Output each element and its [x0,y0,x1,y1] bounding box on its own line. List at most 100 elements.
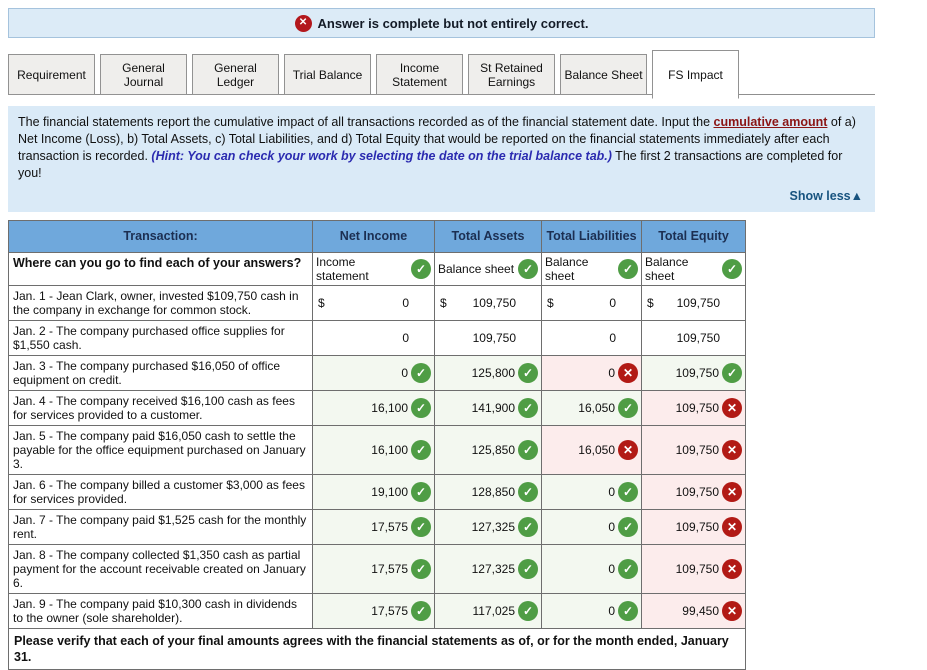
answer-source-label: Balance sheet [645,255,689,283]
check-icon: ✓ [618,398,638,418]
tab-requirement[interactable]: Requirement [8,54,95,95]
value-cell[interactable]: 127,325 ✓ [434,544,542,594]
tab-trial-balance[interactable]: Trial Balance [284,54,371,95]
icon-spacer [410,293,431,313]
status-banner: ✕ Answer is complete but not entirely co… [8,8,875,38]
transaction-cell: Jan. 7 - The company paid $1,525 cash fo… [8,509,313,545]
tab-balance-sheet[interactable]: Balance Sheet [560,54,647,95]
value-cell[interactable]: 109,750 [434,320,542,356]
answer-source-cell: Balance sheet ✓ [641,252,746,286]
check-icon: ✓ [518,398,538,418]
check-icon: ✓ [518,559,538,579]
table-row: Jan. 5 - The company paid $16,050 cash t… [8,425,746,475]
value-cell[interactable]: 0 ✕ [541,355,642,391]
tab-st-retained-earnings[interactable]: St Retained Earnings [468,54,555,95]
check-icon: ✓ [411,259,431,279]
x-icon: ✕ [722,398,742,418]
amount-value: 17,575 [371,562,408,576]
tab-bar: Requirement General Journal General Ledger… [8,50,875,99]
check-icon: ✓ [411,559,431,579]
answer-source-cell: Balance sheet ✓ [434,252,542,286]
check-icon: ✓ [411,601,431,621]
table-row: Jan. 9 - The company paid $10,300 cash i… [8,593,746,629]
answers-row: Where can you go to find each of your an… [8,252,746,286]
header-total-equity: Total Equity [641,220,746,253]
value-cell[interactable]: 0 ✓ [541,474,642,510]
icon-spacer [410,328,431,348]
check-icon: ✓ [518,601,538,621]
check-icon: ✓ [722,259,742,279]
value-cell[interactable]: 109,750 ✓ [641,355,746,391]
value-cell[interactable]: 16,050 ✕ [541,425,642,475]
table-row: Jan. 1 - Jean Clark, owner, invested $10… [8,285,746,321]
icon-spacer [617,328,638,348]
transaction-cell: Jan. 2 - The company purchased office su… [8,320,313,356]
tab-fs-impact[interactable]: FS Impact [652,50,739,99]
cumulative-amount-link[interactable]: cumulative amount [713,115,828,129]
amount-value: 0 [608,562,615,576]
check-icon: ✓ [518,259,538,279]
dollar-sign: $ [318,296,325,310]
value-cell[interactable]: 109,750 ✕ [641,509,746,545]
value-cell[interactable]: 0 ✓ [541,509,642,545]
value-cell[interactable]: 128,850 ✓ [434,474,542,510]
instruction-hint: (Hint: You can check your work by select… [151,149,612,163]
value-cell[interactable]: 16,050 ✓ [541,390,642,426]
value-cell[interactable]: 109,750 ✕ [641,390,746,426]
value-cell[interactable]: 99,450 ✕ [641,593,746,629]
value-cell[interactable]: 109,750 ✕ [641,544,746,594]
value-cell[interactable]: 141,900 ✓ [434,390,542,426]
tab-income-statement[interactable]: Income Statement [376,54,463,95]
value-cell[interactable]: $0 [312,285,435,321]
value-cell[interactable]: 109,750 ✕ [641,425,746,475]
value-cell[interactable]: $0 [541,285,642,321]
icon-spacer [721,328,742,348]
value-cell[interactable]: 127,325 ✓ [434,509,542,545]
tab-general-ledger[interactable]: General Ledger [192,54,279,95]
check-icon: ✓ [518,482,538,502]
show-less-link[interactable]: Show less▲ [789,189,863,203]
value-cell[interactable]: 109,750 [641,320,746,356]
value-cell[interactable]: 0 [312,320,435,356]
check-icon: ✓ [618,601,638,621]
table-row: Jan. 7 - The company paid $1,525 cash fo… [8,509,746,545]
value-cell[interactable]: 17,575 ✓ [312,544,435,594]
value-cell[interactable]: 17,575 ✓ [312,509,435,545]
value-cell[interactable]: 0 ✓ [541,593,642,629]
answer-source-cell: Balance sheet ✓ [541,252,642,286]
amount-value: 16,050 [578,443,615,457]
amount-value: 109,750 [472,296,516,310]
table-row: Jan. 2 - The company purchased office su… [8,320,746,356]
value-cell[interactable]: 17,575 ✓ [312,593,435,629]
value-cell[interactable]: 109,750 ✕ [641,474,746,510]
icon-spacer [617,293,638,313]
value-cell[interactable]: 19,100 ✓ [312,474,435,510]
value-cell[interactable]: 0 ✓ [312,355,435,391]
icon-spacer [721,293,742,313]
icon-spacer [517,328,538,348]
value-cell[interactable]: 125,850 ✓ [434,425,542,475]
check-icon: ✓ [411,440,431,460]
check-icon: ✓ [618,559,638,579]
value-cell[interactable]: $109,750 [641,285,746,321]
value-cell[interactable]: $109,750 [434,285,542,321]
triangle-up-icon: ▲ [850,189,863,203]
value-cell[interactable]: 0 [541,320,642,356]
value-cell[interactable]: 16,100 ✓ [312,390,435,426]
transaction-cell: Jan. 1 - Jean Clark, owner, invested $10… [8,285,313,321]
value-cell[interactable]: 125,800 ✓ [434,355,542,391]
amount-value: 0 [402,331,409,345]
check-icon: ✓ [411,398,431,418]
value-cell[interactable]: 0 ✓ [541,544,642,594]
value-cell[interactable]: 117,025 ✓ [434,593,542,629]
instruction-text-2: of a) Net Income (Loss), b) Total Assets… [18,115,856,163]
tab-general-journal[interactable]: General Journal [100,54,187,95]
value-cell[interactable]: 16,100 ✓ [312,425,435,475]
answer-source-label: Income statement [316,255,369,283]
check-icon: ✓ [722,363,742,383]
amount-value: 125,850 [471,443,515,457]
amount-value: 109,750 [675,562,719,576]
answer-source-cell: Income statement ✓ [312,252,435,286]
check-icon: ✓ [411,482,431,502]
table-row: Jan. 8 - The company collected $1,350 ca… [8,544,746,594]
